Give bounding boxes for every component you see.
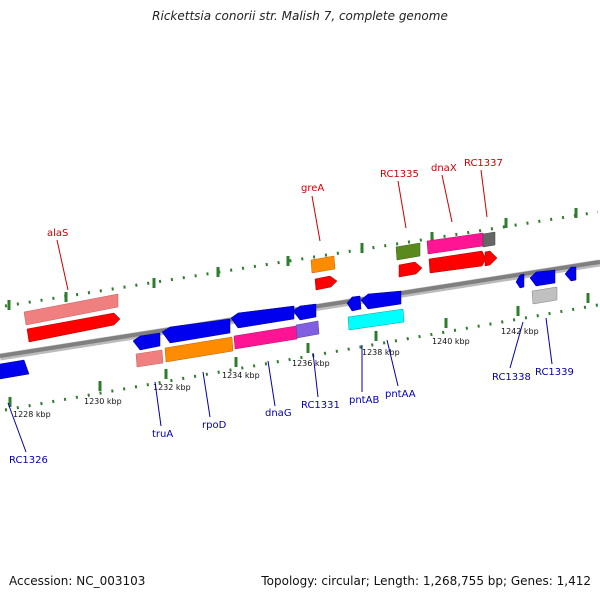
gene-pntAB[interactable]	[346, 295, 362, 312]
gene-label[interactable]: RC1331	[301, 400, 340, 411]
gene-RC1339-feature[interactable]	[531, 286, 558, 305]
upper-tick-track	[4, 210, 599, 308]
gene-greA-feature[interactable]	[310, 255, 336, 274]
genome-stats-text: Topology: circular; Length: 1,268,755 bp…	[261, 574, 591, 588]
top-gene-labels: alaS greA RC1335 dnaX RC1337	[47, 158, 503, 239]
gene-RC1340[interactable]	[564, 266, 577, 282]
gene-label[interactable]: dnaG	[265, 408, 292, 419]
accession-text: Accession: NC_003103	[9, 574, 146, 588]
gene-RC1339[interactable]	[529, 269, 556, 287]
leader-dnaG	[267, 360, 276, 407]
forward-genes	[23, 231, 498, 343]
gene-RC1331[interactable]	[292, 303, 317, 321]
gene-label[interactable]: alaS	[47, 228, 68, 239]
leader-rpoD	[202, 371, 211, 418]
gene-label[interactable]: greA	[301, 183, 324, 194]
gene-RC1326[interactable]	[0, 359, 30, 380]
top-leader-lines	[56, 169, 488, 291]
gene-label[interactable]: dnaX	[431, 163, 457, 174]
major-ticks	[7, 208, 590, 407]
gene-rpoD[interactable]	[161, 318, 231, 344]
gene-rpoD-feature[interactable]	[164, 336, 234, 363]
bottom-leader-lines	[7, 317, 553, 453]
kbp-label: 1238 kbp	[362, 348, 400, 357]
leader-dnaX	[441, 174, 453, 223]
gene-pntAA-feature[interactable]	[347, 308, 405, 331]
gene-label[interactable]: RC1338	[492, 372, 531, 383]
reverse-genes	[0, 266, 577, 380]
bottom-gene-labels: RC1326 truA rpoD dnaG RC1331 pntAB pntAA…	[9, 367, 574, 466]
kbp-label: 1236 kbp	[292, 359, 330, 368]
kbp-label: 1230 kbp	[84, 397, 122, 406]
gene-label[interactable]: RC1326	[9, 455, 48, 466]
gene-RC1338[interactable]	[515, 273, 525, 289]
leader-RC1335	[397, 180, 407, 229]
kbp-label: 1234 kbp	[222, 371, 260, 380]
leader-RC1331	[312, 352, 319, 398]
gene-alaS-pseudo[interactable]	[23, 293, 119, 326]
gene-dnaX-feature[interactable]	[426, 232, 484, 255]
leader-RC1337	[480, 169, 488, 218]
gene-greA[interactable]	[314, 275, 338, 291]
gene-label[interactable]: rpoD	[202, 420, 227, 431]
leader-RC1326	[7, 402, 27, 453]
gene-truA[interactable]	[132, 332, 161, 351]
kbp-label: 1228 kbp	[13, 410, 51, 419]
kbp-label: 1240 kbp	[432, 337, 470, 346]
gene-label[interactable]: pntAB	[349, 395, 379, 406]
map-title: Rickettsia conorii str. Malish 7, comple…	[152, 9, 448, 23]
gene-label[interactable]: RC1335	[380, 169, 419, 180]
gene-truA-feature[interactable]	[135, 349, 164, 368]
gene-RC1331-feature[interactable]	[295, 320, 320, 339]
gene-RC1335[interactable]	[398, 261, 423, 278]
gene-RC1337-feature[interactable]	[482, 231, 496, 248]
gene-RC1335-feature[interactable]	[395, 242, 421, 261]
gene-label[interactable]: RC1339	[535, 367, 574, 378]
gene-alaS[interactable]	[26, 312, 121, 343]
leader-alaS	[56, 239, 69, 291]
gene-RC1337[interactable]	[484, 250, 498, 267]
kbp-label: 1232 kbp	[153, 383, 191, 392]
gene-dnaG-feature[interactable]	[233, 325, 298, 350]
gene-dnaG[interactable]	[230, 305, 295, 329]
leader-pntAA	[386, 339, 399, 387]
leader-RC1338	[509, 321, 524, 369]
lower-tick-track	[4, 303, 599, 412]
leader-RC1339	[545, 317, 553, 365]
leader-greA	[311, 195, 321, 242]
gene-label[interactable]: truA	[152, 429, 173, 440]
gene-label[interactable]: RC1337	[464, 158, 503, 169]
gene-label[interactable]: pntAA	[385, 389, 416, 400]
gene-dnaX[interactable]	[428, 250, 487, 274]
gene-pntAA[interactable]	[360, 290, 402, 310]
leader-truA	[154, 381, 162, 427]
